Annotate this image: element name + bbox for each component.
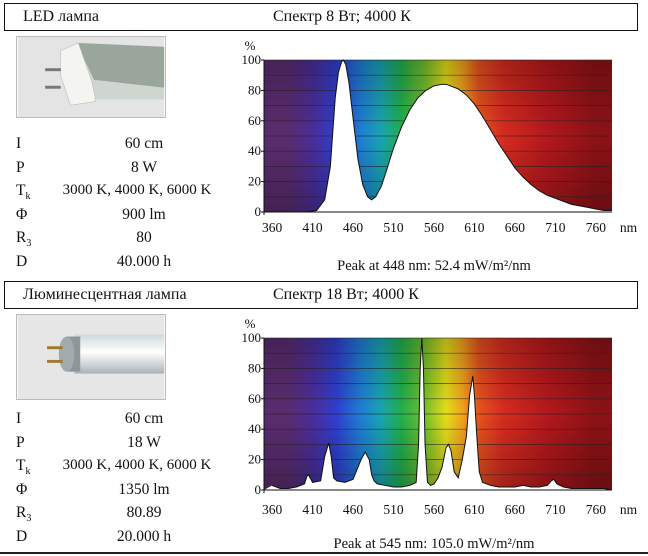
x-tick-label: 510 [383,220,404,235]
param-name: Φ [16,205,28,223]
fluorescent-tube-photo [16,314,166,400]
x-tick-label: 760 [586,502,607,517]
param-row: I 60 cm [16,133,234,157]
param-row: Tk 3000 K, 4000 K, 6000 K [16,180,234,204]
param-value: 3000 K, 4000 K, 6000 K [62,457,212,473]
y-tick-label: 0 [255,204,262,219]
x-tick-label: 410 [302,502,323,517]
param-row: Tk 3000 K, 4000 K, 6000 K [16,455,234,479]
param-name: D [16,252,28,270]
spectrum-curve [272,59,612,213]
param-value: 80 [136,229,152,246]
param-row: R3 80 [16,227,234,251]
x-axis-label: nm [620,220,638,235]
x-tick-label: 710 [545,502,566,517]
y-tick-label: 20 [248,174,261,189]
param-row: P 18 W [16,432,234,456]
param-value: 3000 K, 4000 K, 6000 K [62,182,212,198]
param-value: 20.000 h [116,527,172,545]
param-row: D 40.000 h [16,251,234,275]
lamp-title: LED лампа [23,8,99,25]
param-name: Tk [16,182,31,203]
x-tick-label: 560 [424,220,445,235]
x-tick-label: 660 [505,220,526,235]
x-tick-label: 360 [262,220,283,235]
param-name: Tk [16,457,31,478]
x-tick-label: 360 [262,502,283,517]
x-tick-label: 410 [302,220,323,235]
y-tick-label: 40 [248,143,261,158]
y-axis-label: % [245,38,256,53]
spectrum-area [264,60,612,212]
y-tick-label: 60 [248,391,261,406]
param-name: P [16,433,25,451]
y-tick-label: 80 [248,360,261,375]
param-name: Φ [16,480,28,498]
param-name: D [16,527,28,545]
peak-annotation: Peak at 545 nm: 105.0 mW/m²/nm [334,536,536,552]
led-tube-photo [16,36,166,118]
fluorescent-parameters: I 60 cm P 18 W Tk 3000 K, 4000 K, 6000 K Φ 1… [16,408,234,549]
spectrum-curve [271,337,613,491]
led-spectrum-chart: 0 20 40 60 80 100% 360 410 460 510 560 610 660 710 760… [242,38,638,274]
param-row: I 60 cm [16,408,234,432]
param-value: 900 lm [122,205,166,223]
x-tick-label: 510 [383,502,404,517]
param-value: 80.89 [126,504,162,521]
param-name: P [16,158,25,176]
y-axis-label: % [245,316,256,331]
spectrum-title: Спектр 18 Вт; 4000 К [273,286,419,303]
param-name: R3 [16,504,32,525]
x-tick-label: 460 [343,220,364,235]
param-value: 18 W [127,433,161,451]
param-row: D 20.000 h [16,526,234,550]
x-tick-label: 560 [424,502,445,517]
param-name: I [16,135,22,152]
x-tick-label: 610 [464,502,485,517]
param-value: 40.000 h [116,252,172,270]
lamp-title: Люминесцентная лампа [23,286,187,303]
param-row: P 8 W [16,157,234,181]
led-parameters: I 60 cm P 8 W Tk 3000 K, 4000 K, 6000 K Φ 90… [16,133,234,274]
y-tick-label: 80 [248,82,261,97]
x-tick-label: 610 [464,220,485,235]
fluorescent-spectrum-chart: 0 20 40 60 80 100% 360 410 460 510 560 610 660 710 760… [242,316,638,552]
panel-header-fluorescent: Люминесцентная лампа Спектр 18 Вт; 4000 … [4,281,638,309]
param-value: 60 cm [124,410,164,427]
param-value: 8 W [131,158,157,176]
param-row: Φ 1350 lm [16,479,234,503]
x-tick-label: 660 [505,502,526,517]
y-tick-label: 100 [242,330,262,345]
x-axis-label: nm [620,502,638,517]
peak-annotation: Peak at 448 nm: 52.4 mW/m²/nm [337,258,531,274]
y-tick-label: 0 [255,482,262,497]
x-tick-label: 710 [545,220,566,235]
param-row: Φ 900 lm [16,204,234,228]
y-tick-label: 60 [248,113,261,128]
y-tick-label: 40 [248,421,261,436]
param-name: I [16,410,22,427]
param-name: R3 [16,229,32,250]
bottom-rule [0,552,648,554]
param-row: R3 80.89 [16,502,234,526]
panel-header-led: LED лампа Спектр 8 Вт; 4000 К [4,3,638,31]
y-tick-label: 20 [248,452,261,467]
spectrum-title: Спектр 8 Вт; 4000 К [273,8,411,25]
x-tick-label: 760 [586,220,607,235]
y-tick-label: 100 [242,52,262,67]
param-value: 60 cm [124,135,164,152]
x-tick-label: 460 [343,502,364,517]
param-value: 1350 lm [118,480,170,498]
